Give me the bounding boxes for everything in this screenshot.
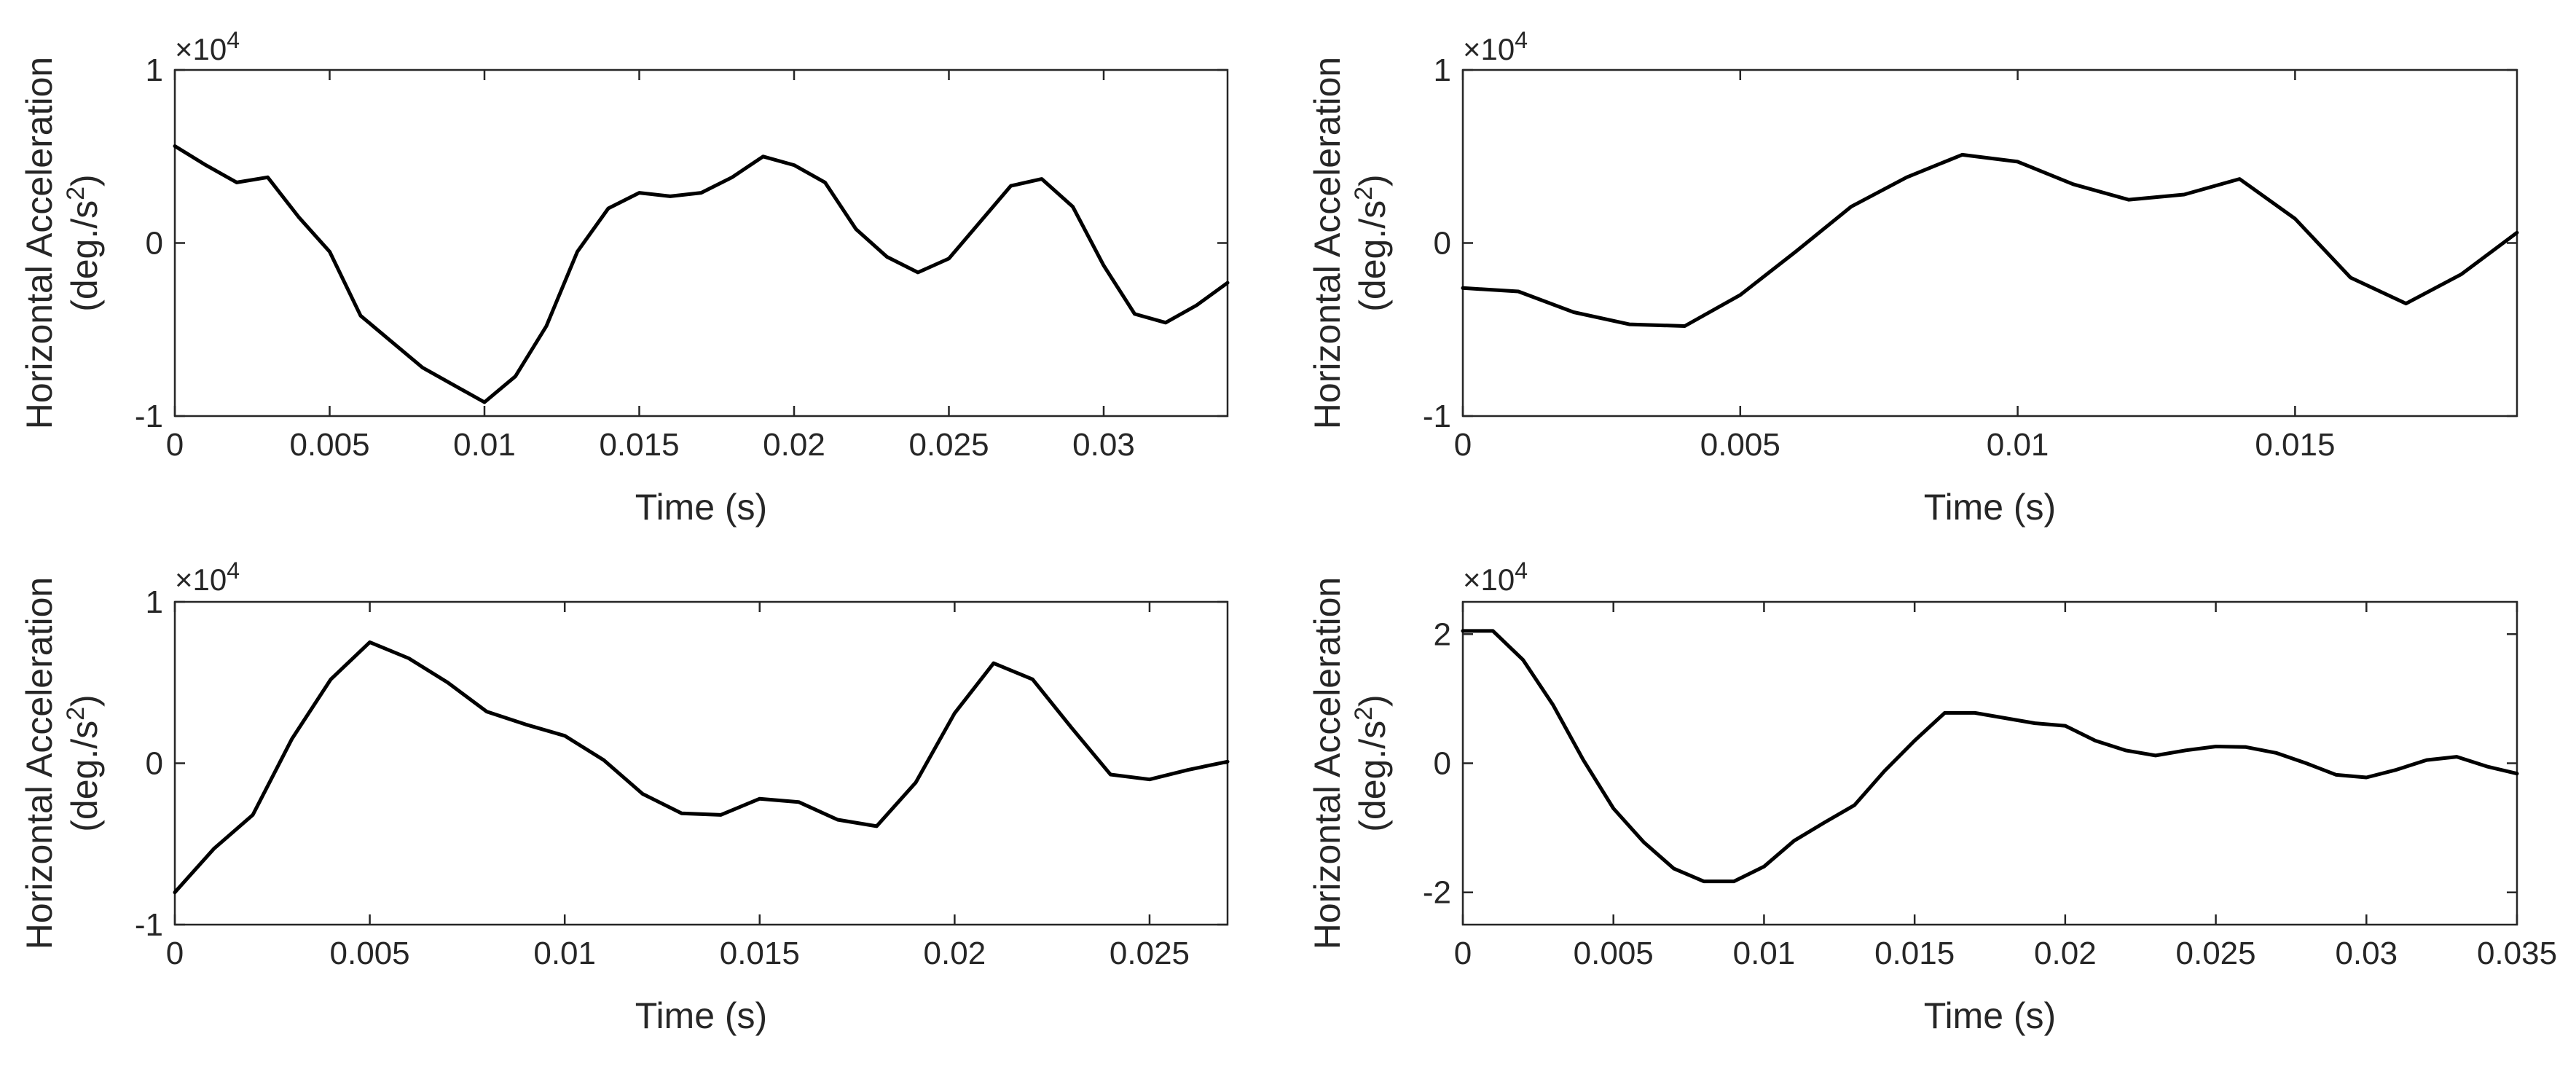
x-tick-label: 0.005 — [289, 427, 369, 463]
y-tick-label: -1 — [135, 399, 163, 434]
x-tick-label: 0.005 — [1700, 427, 1780, 463]
plot-area — [173, 600, 1229, 926]
y-tick-label: 0 — [146, 226, 163, 262]
x-tick-label: 0.025 — [908, 427, 989, 463]
y-tick-label: -1 — [1423, 399, 1451, 434]
series-line — [1461, 629, 2519, 884]
x-tick-label: 0.025 — [2176, 936, 2256, 971]
x-tick-label: 0.005 — [1574, 936, 1654, 971]
x-tick-label: 0 — [166, 936, 184, 971]
x-tick-label: 0.005 — [330, 936, 410, 971]
tick-marks — [1461, 602, 2518, 925]
x-tick-label: 0.01 — [1733, 936, 1796, 971]
y-axis-label: Horizontal Acceleration — [19, 57, 60, 429]
y-axis-label: Horizontal Acceleration — [19, 577, 60, 949]
y-tick-label: -1 — [135, 907, 163, 943]
y-axis-label: Horizontal Acceleration — [1307, 577, 1348, 949]
x-tick-label: 0.015 — [599, 427, 679, 463]
x-tick-label: 0.02 — [2034, 936, 2097, 971]
plot-area — [1461, 600, 2518, 926]
y-axis-units: (deg./s2) — [1350, 694, 1393, 831]
x-tick-label: 0.03 — [1072, 427, 1135, 463]
x-tick-label: 0.01 — [453, 427, 516, 463]
x-tick-label: 0.03 — [2335, 936, 2398, 971]
x-tick-label: 0.01 — [533, 936, 596, 971]
series-line — [173, 144, 1230, 404]
y-axis-multiplier: ×104 — [1463, 557, 1528, 597]
y-tick-label: 0 — [1434, 746, 1451, 782]
x-tick-labels: 0 0.005 0.01 0.015 — [1454, 427, 2336, 463]
y-tick-label: 1 — [146, 584, 163, 620]
y-axis-units: (deg./s2) — [1350, 174, 1393, 311]
x-tick-label: 0 — [1454, 427, 1472, 463]
x-tick-label: 0.015 — [2255, 427, 2335, 463]
y-tick-label: 0 — [146, 746, 163, 782]
x-tick-label: 0.015 — [720, 936, 800, 971]
x-axis-label: Time (s) — [1924, 487, 2056, 528]
y-tick-labels: -1 0 1 — [135, 584, 163, 943]
y-axis-multiplier: ×104 — [175, 27, 240, 66]
y-axis-multiplier: ×104 — [175, 557, 240, 597]
plot-area — [173, 68, 1229, 418]
x-tick-labels: 0 0.005 0.01 0.015 0.02 0.025 0.03 — [166, 427, 1135, 463]
chart-panel-2: 0 0.005 0.01 0.015 -101 Time (s) Horizontal… — [1307, 27, 2519, 528]
x-axis-label: Time (s) — [635, 487, 767, 528]
y-tick-labels: -2 0 2 — [1423, 616, 1451, 910]
y-axis-units: (deg./s2) — [62, 694, 105, 831]
chart-panel-4: 0 0.005 0.01 0.015 0.02 0.025 0.03 0.035 -202 T… — [1307, 557, 2557, 1036]
x-axis-label: Time (s) — [1924, 995, 2056, 1036]
chart-panel-1: 0 0.005 0.01 0.015 0.02 0.025 0.03 -101 Time (… — [19, 27, 1230, 528]
x-tick-label: 0.02 — [763, 427, 825, 463]
y-axis-label: Horizontal Acceleration — [1307, 57, 1348, 429]
y-tick-label: -2 — [1423, 875, 1451, 911]
y-tick-label: 0 — [1434, 226, 1451, 262]
y-axis-multiplier: ×104 — [1463, 27, 1528, 66]
x-tick-label: 0.035 — [2477, 936, 2557, 971]
y-tick-labels: -1 0 1 — [1423, 52, 1451, 434]
x-axis-label: Time (s) — [635, 995, 767, 1036]
plot-area — [1461, 68, 2518, 418]
series-line — [173, 640, 1230, 895]
tick-marks — [173, 68, 1228, 418]
chart-panel-3: 0 0.005 0.01 0.015 0.02 0.025 -101 Time (s) H… — [19, 557, 1230, 1036]
series-line — [1461, 152, 2519, 328]
y-tick-label: 1 — [1434, 52, 1451, 88]
y-axis-units: (deg./s2) — [62, 174, 105, 311]
x-tick-label: 0.02 — [924, 936, 986, 971]
x-tick-labels: 0 0.005 0.01 0.015 0.02 0.025 — [166, 936, 1190, 971]
y-tick-label: 2 — [1434, 616, 1451, 652]
y-tick-labels: -1 0 1 — [135, 52, 163, 434]
x-tick-label: 0.015 — [1874, 936, 1955, 971]
x-tick-label: 0 — [1454, 936, 1472, 971]
x-tick-label: 0.01 — [1987, 427, 2049, 463]
x-tick-label: 0.025 — [1110, 936, 1190, 971]
x-tick-labels: 0 0.005 0.01 0.015 0.02 0.025 0.03 0.035 — [1454, 936, 2557, 971]
x-tick-label: 0 — [166, 427, 184, 463]
tick-marks — [1461, 68, 2517, 418]
tick-marks — [173, 600, 1228, 926]
y-tick-label: 1 — [146, 52, 163, 88]
